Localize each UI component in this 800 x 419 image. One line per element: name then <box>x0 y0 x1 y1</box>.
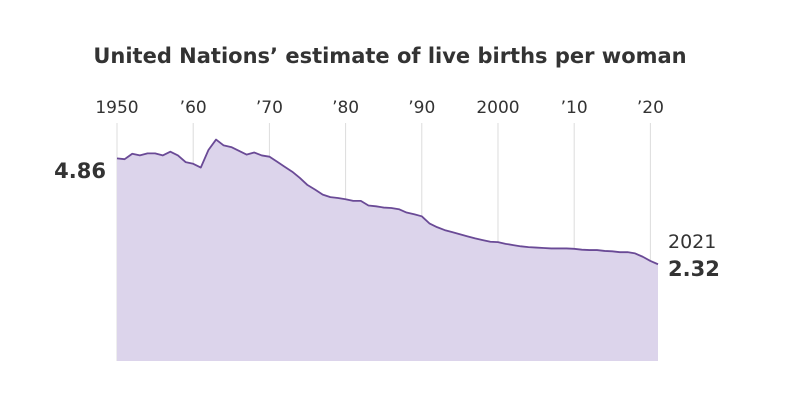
x-tick-label: ’80 <box>332 98 359 118</box>
chart-title: United Nations’ estimate of live births … <box>93 44 686 68</box>
series-area <box>117 139 658 361</box>
x-tick-label: ’20 <box>637 98 664 118</box>
end-year-label: 2021 <box>668 231 716 253</box>
x-tick-label: ’60 <box>180 98 207 118</box>
x-axis-ticks: 1950 ’60 ’70 ’80 ’90 2000 ’10 ’20 <box>95 98 664 118</box>
x-tick-label: ’10 <box>561 98 588 118</box>
x-tick-label: 2000 <box>476 98 519 118</box>
series-line <box>116 138 659 266</box>
x-tick-label: ’70 <box>256 98 283 118</box>
x-tick-label: ’90 <box>408 98 435 118</box>
x-tick-label: 1950 <box>95 98 138 118</box>
end-value-label: 2.32 <box>668 257 720 281</box>
start-value-label: 4.86 <box>54 159 106 183</box>
